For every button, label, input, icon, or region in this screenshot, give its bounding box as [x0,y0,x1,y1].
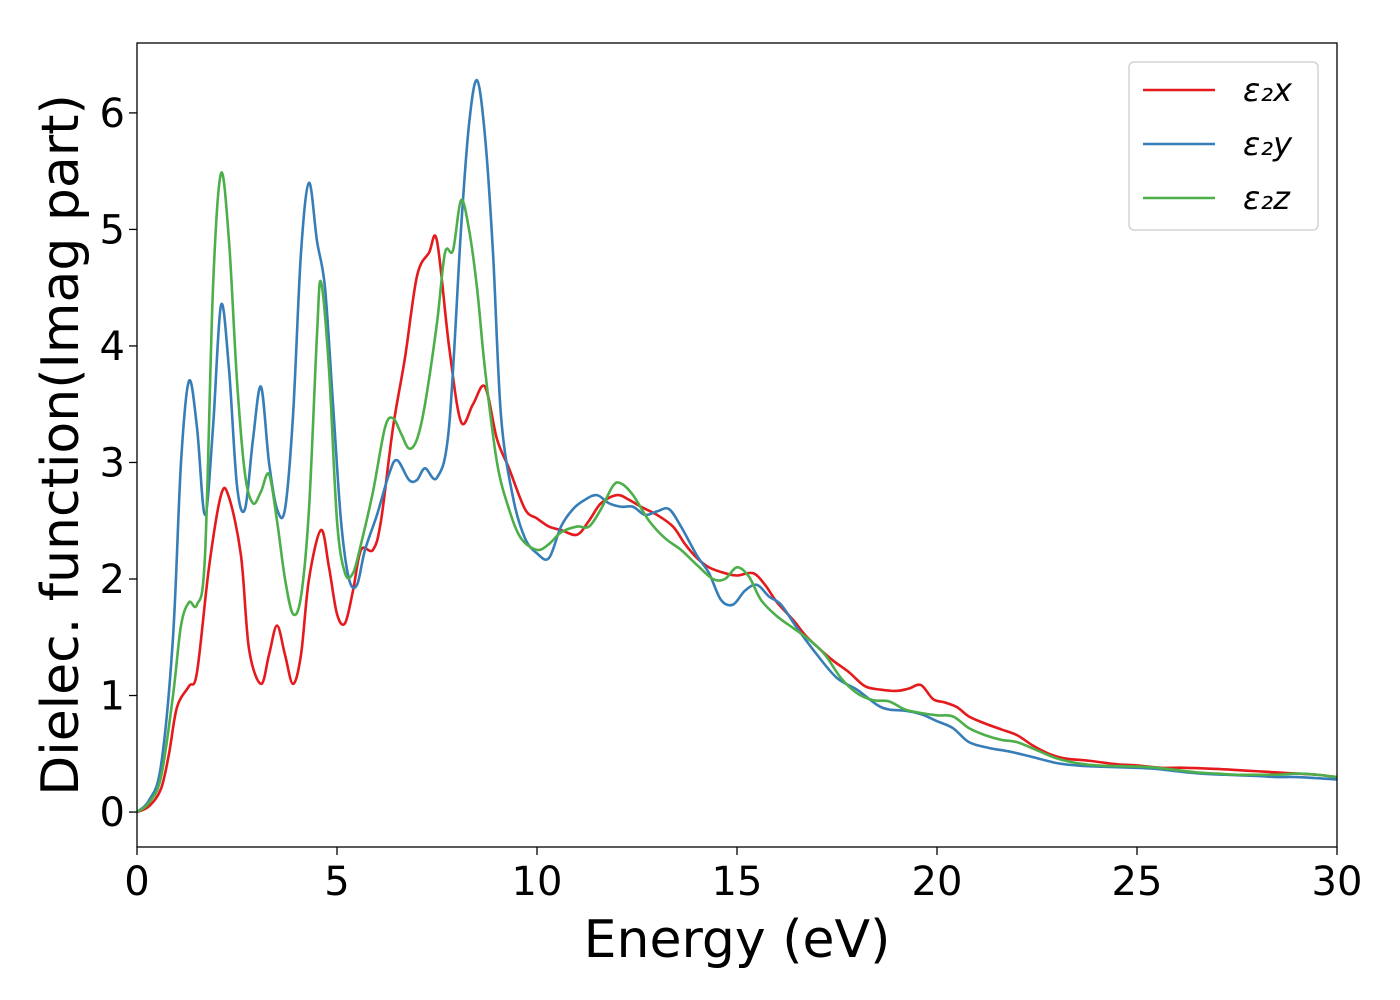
legend-label-3: ε₂z [1243,179,1291,217]
x-tick-label: 25 [1112,859,1163,905]
y-axis: 0 1 2 3 4 5 6 [100,91,137,836]
x-tick-label: 30 [1312,859,1363,905]
series-line-3 [137,171,1337,814]
x-tick-label: 20 [912,859,963,905]
series-line-2 [137,78,1337,814]
legend-box [1128,61,1319,231]
y-tick-label: 6 [100,91,125,137]
x-axis-label: Energy (eV) [584,910,891,970]
legend-label-2: ε₂y [1243,125,1293,163]
series-group [137,78,1337,814]
x-axis: 0 5 10 15 20 25 30 [124,847,1362,905]
y-tick-label: 4 [100,324,125,370]
series-line-1 [137,234,1337,814]
y-tick-label: 0 [100,790,125,836]
x-tick-label: 15 [712,859,763,905]
legend: ε₂x ε₂y ε₂z [1128,61,1319,231]
x-tick-label: 5 [324,859,349,905]
x-tick-label: 0 [124,859,149,905]
y-tick-label: 3 [100,440,125,486]
x-tick-label: 10 [512,859,563,905]
y-tick-label: 5 [100,207,125,253]
y-tick-label: 1 [100,674,125,720]
y-tick-label: 2 [100,557,125,603]
y-axis-label: Dielec. function(Imag part) [31,94,91,796]
legend-label-1: ε₂x [1243,71,1293,109]
